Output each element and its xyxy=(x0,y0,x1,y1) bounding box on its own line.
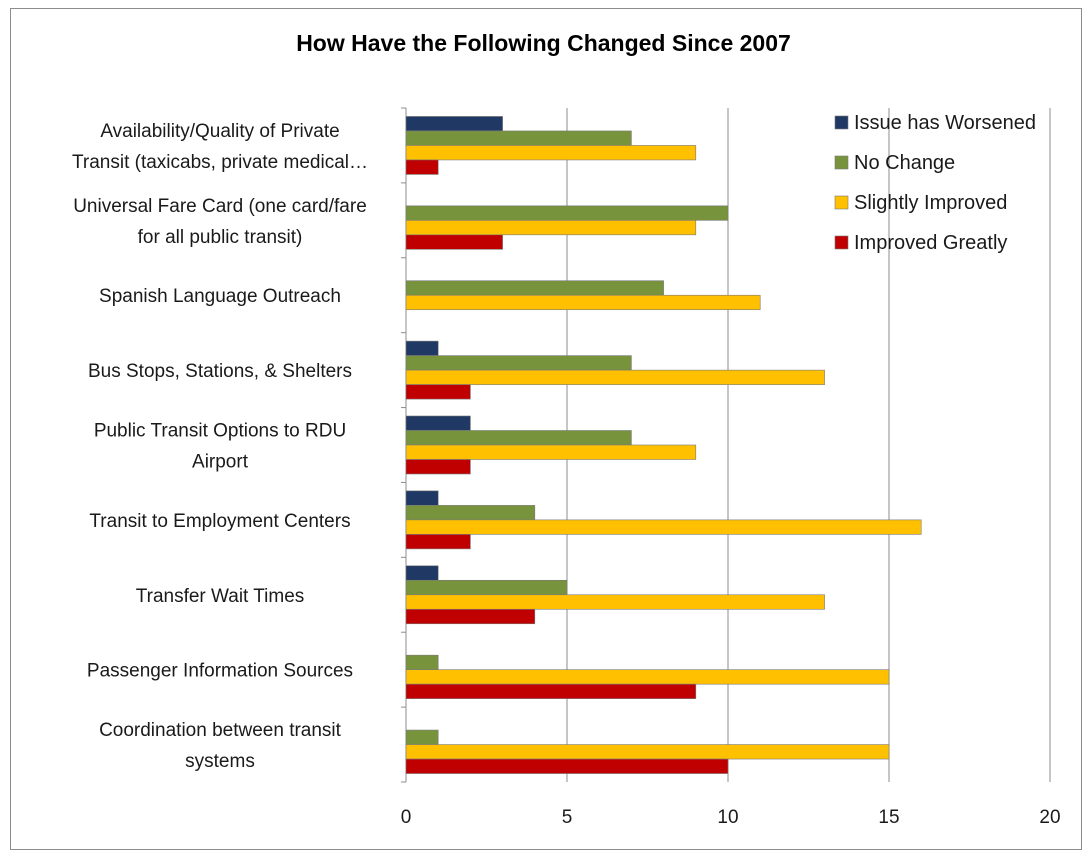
bar xyxy=(405,369,825,385)
category-label: Transfer Wait Times xyxy=(136,586,305,607)
category-label: Public Transit Options to RDU xyxy=(94,421,346,442)
bar xyxy=(405,729,439,745)
bar xyxy=(405,384,471,400)
category-label: Availability/Quality of Private xyxy=(100,121,339,142)
bar xyxy=(405,145,697,161)
bar xyxy=(405,519,922,535)
bar xyxy=(405,355,632,371)
bar xyxy=(405,534,471,550)
bar xyxy=(405,280,664,296)
bar xyxy=(405,130,632,146)
legend-label: Improved Greatly xyxy=(854,232,1007,254)
bar xyxy=(405,744,890,760)
x-tick-label: 5 xyxy=(562,807,573,828)
bar xyxy=(405,565,439,581)
legend-swatch xyxy=(834,195,849,210)
legend-swatch xyxy=(834,235,849,250)
bar xyxy=(405,654,439,670)
legend-label: Slightly Improved xyxy=(854,192,1007,214)
bar xyxy=(405,490,439,506)
legend-label: Issue has Worsened xyxy=(854,112,1036,134)
x-tick-label: 20 xyxy=(1039,807,1060,828)
bar xyxy=(405,294,761,311)
bar xyxy=(405,459,471,475)
bar xyxy=(405,220,697,236)
category-label: systems xyxy=(185,751,255,772)
category-label: Spanish Language Outreach xyxy=(99,286,341,307)
bar xyxy=(405,758,729,774)
chart-title: How Have the Following Changed Since 200… xyxy=(296,30,791,56)
category-label: for all public transit) xyxy=(138,227,303,248)
bar xyxy=(405,669,890,685)
x-tick-label: 15 xyxy=(878,807,899,828)
bar xyxy=(405,340,439,356)
legend-swatch xyxy=(834,115,849,130)
bar xyxy=(405,444,697,460)
bar xyxy=(405,579,568,596)
bar xyxy=(405,116,503,132)
x-tick-label: 10 xyxy=(717,807,738,828)
category-label: Transit (taxicabs, private medical… xyxy=(72,152,368,173)
category-label: Coordination between transit xyxy=(99,720,342,741)
bar xyxy=(405,205,729,221)
bar xyxy=(405,683,697,699)
category-label: Universal Fare Card (one card/fare xyxy=(73,196,367,217)
category-label: Bus Stops, Stations, & Shelters xyxy=(88,361,352,382)
bar xyxy=(405,608,536,625)
bar xyxy=(405,505,536,521)
category-label: Airport xyxy=(192,452,249,473)
legend-swatch xyxy=(834,155,849,170)
legend-label: No Change xyxy=(854,152,955,174)
bar xyxy=(405,594,825,610)
category-label: Passenger Information Sources xyxy=(87,661,353,682)
bar xyxy=(405,159,439,175)
bar xyxy=(405,415,471,431)
category-label: Transit to Employment Centers xyxy=(89,511,350,532)
bar xyxy=(405,430,632,446)
bar xyxy=(405,234,503,250)
x-tick-label: 0 xyxy=(401,807,412,828)
